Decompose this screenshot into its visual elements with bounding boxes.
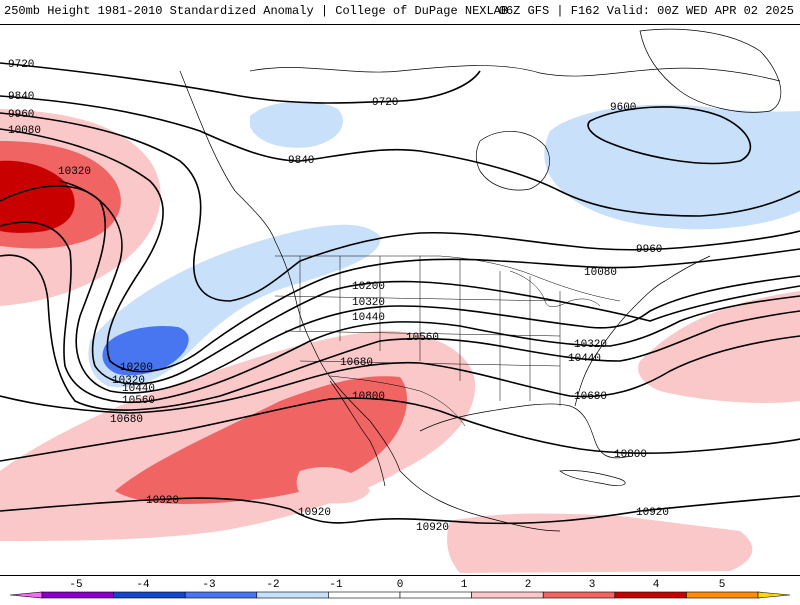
colorbar-tick-label: 2	[525, 579, 532, 591]
contour-10440	[0, 221, 800, 404]
contour-label: 10560	[122, 395, 155, 407]
map-panel: 9720 9840 9960 10080 10320 9720 9840 960…	[0, 24, 800, 576]
colorbar-swatch	[184, 591, 258, 599]
contour-label: 9720	[372, 97, 398, 109]
contour-label: 10440	[568, 353, 601, 365]
contour-label: 10920	[636, 507, 669, 519]
mexico-coast	[399, 470, 561, 532]
colorbar-svg: -5 -4 -3 -2 -1 0 1 2 3 4 5	[9, 579, 791, 599]
anomaly-neg1-hudson	[544, 104, 800, 230]
colorbar-swatch	[471, 591, 544, 599]
model-run-info: 06Z GFS | F162 Valid: 00Z WED APR 02 202…	[498, 4, 794, 18]
contour-label: 10320	[352, 297, 385, 309]
contour-label: 10800	[614, 449, 647, 461]
colorbar-ticks: -5 -4 -3 -2 -1 0 1 2 3 4 5	[69, 579, 725, 591]
contour-label: 10920	[416, 522, 449, 534]
contour-label: 10200	[352, 281, 385, 293]
contour-10680	[0, 335, 800, 414]
gulf-coast	[419, 403, 631, 459]
coastlines	[179, 28, 782, 532]
contour-label: 10920	[298, 507, 331, 519]
anomaly-pos1-atlantic	[638, 291, 800, 403]
contour-label: 9960	[636, 244, 662, 256]
colorbar-right-arrow	[757, 591, 791, 599]
contour-label: 10680	[110, 414, 143, 426]
state-lines-horizontal	[274, 295, 561, 367]
contour-10320	[0, 185, 800, 394]
contour-9840	[0, 95, 800, 217]
contour-10560	[0, 254, 800, 411]
colorbar-tick-label: -1	[329, 579, 343, 591]
anomaly-pos1-southpacific	[296, 467, 370, 504]
contour-label: 10320	[112, 375, 145, 387]
colorbar-tick-label: 1	[461, 579, 468, 591]
colorbar-tick-label: -3	[202, 579, 215, 591]
canada-arctic-coast	[249, 65, 781, 82]
contour-label: 9600	[610, 102, 636, 114]
us-mexico-border	[329, 375, 466, 427]
anomaly-pos3-alaska	[0, 160, 75, 233]
contour-label: 10320	[574, 339, 607, 351]
colorbar-tick-label: 4	[653, 579, 660, 591]
contour-label: 10080	[8, 125, 41, 137]
contour-label: 10680	[340, 357, 373, 369]
colorbar-left-arrow	[9, 591, 43, 599]
contour-9720	[0, 62, 481, 104]
colorbar: -5 -4 -3 -2 -1 0 1 2 3 4 5	[0, 576, 800, 600]
anomaly-shading	[0, 101, 800, 573]
anomaly-neg1-yukon	[250, 101, 343, 148]
contour-label: 9840	[8, 91, 34, 103]
colorbar-tick-label: -5	[69, 579, 82, 591]
contour-label: 9960	[8, 109, 34, 121]
contour-10080	[0, 128, 800, 373]
colorbar-tick-label: 5	[719, 579, 726, 591]
contour-label: 10560	[406, 332, 439, 344]
colorbar-tick-label: -2	[266, 579, 279, 591]
colorbar-swatch	[256, 591, 329, 599]
height-contours	[0, 62, 800, 525]
contour-10920	[0, 495, 800, 525]
east-coast	[574, 255, 711, 407]
colorbar-swatch	[113, 591, 186, 599]
contour-label: 10080	[584, 267, 617, 279]
colorbar-swatch	[686, 591, 759, 599]
greenland	[639, 28, 782, 113]
contour-label: 10680	[574, 391, 607, 403]
great-lakes	[509, 270, 601, 307]
contour-label: 10920	[146, 495, 179, 507]
anomaly-neg2-pacific	[102, 325, 189, 376]
colorbar-swatch	[41, 591, 114, 599]
contour-label: 10800	[352, 391, 385, 403]
contour-label: 9840	[288, 155, 314, 167]
colorbar-tick-label: -4	[136, 579, 150, 591]
contour-9960	[0, 112, 800, 302]
map-title: 250mb Height 1981-2010 Standardized Anom…	[4, 4, 509, 18]
colorbar-swatch	[399, 591, 472, 599]
colorbar-swatches	[9, 591, 791, 599]
map-svg: 9720 9840 9960 10080 10320 9720 9840 960…	[0, 28, 800, 573]
header: 250mb Height 1981-2010 Standardized Anom…	[0, 0, 800, 24]
contour-label: 10200	[120, 362, 153, 374]
colorbar-tick-label: 0	[397, 579, 404, 591]
contour-label: 10320	[58, 166, 91, 178]
anomaly-pos1-caribbean	[447, 513, 753, 573]
contour-labels: 9720 9840 9960 10080 10320 9720 9840 960…	[8, 59, 669, 534]
contour-9600	[587, 106, 752, 165]
contour-10800	[0, 397, 800, 462]
cuba	[559, 470, 626, 486]
contour-10200	[59, 180, 800, 385]
colorbar-swatch	[328, 591, 401, 599]
colorbar-tick-label: 3	[589, 579, 596, 591]
state-lines-north	[299, 256, 461, 381]
contour-label: 9720	[8, 59, 34, 71]
contour-label: 10440	[122, 383, 155, 395]
colorbar-swatch	[542, 591, 616, 599]
contour-label: 10440	[352, 312, 385, 324]
colorbar-swatch	[614, 591, 687, 599]
